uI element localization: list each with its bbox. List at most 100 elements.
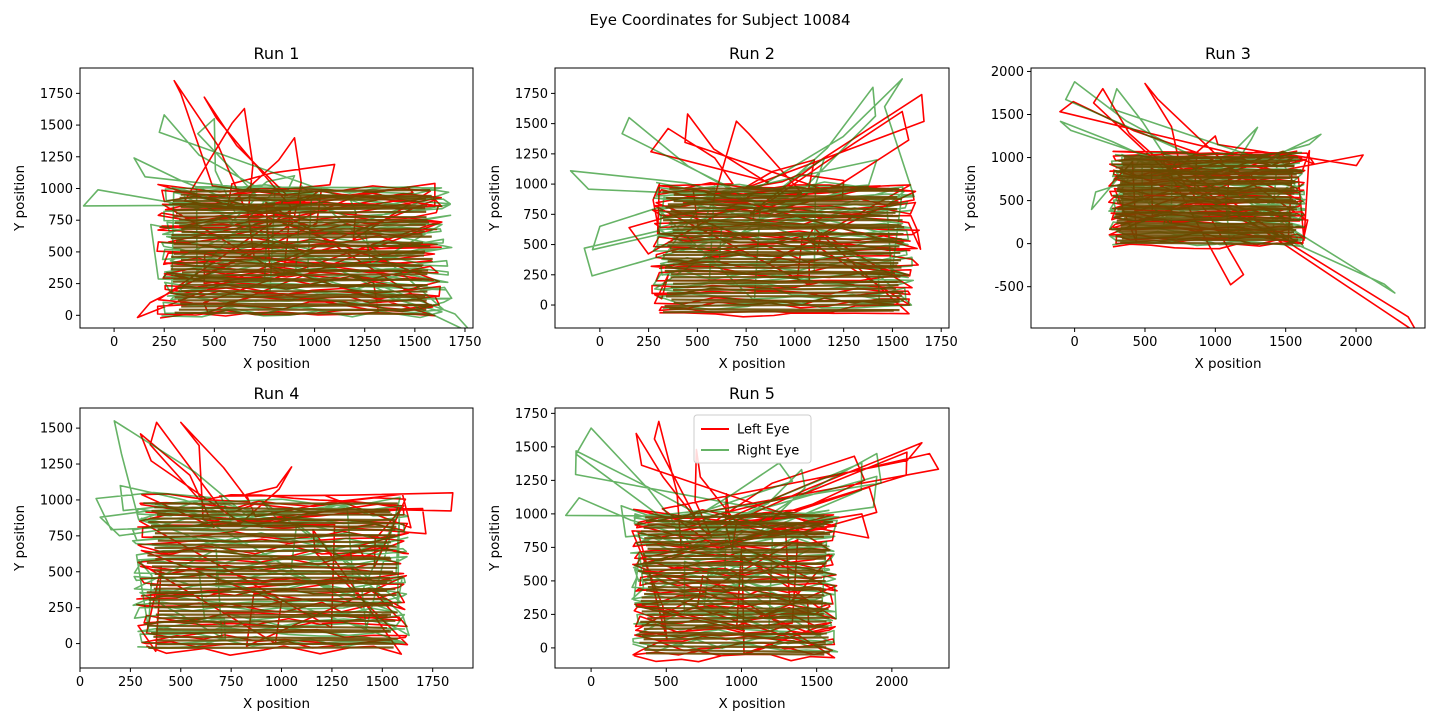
dense-trace-segment [643, 636, 829, 641]
dense-trace-segment [180, 257, 433, 262]
dense-trace-segment [175, 240, 423, 244]
dense-trace-segment [643, 626, 829, 630]
dense-trace-segment [1119, 206, 1291, 211]
panel-run-4: 0 250 500 750 1000 1250 1500 1750 0 250 500 750 1000… [12, 384, 474, 712]
dense-trace-segment [673, 200, 899, 203]
y-axis-label: Y position [487, 165, 503, 232]
plot-area [565, 420, 940, 663]
dense-trace-segment [1119, 182, 1293, 187]
y-tick-label: 750 [48, 214, 73, 229]
x-tick-label: 1250 [348, 335, 381, 350]
dense-trace-segment [640, 530, 825, 534]
dense-trace-segment [645, 652, 825, 656]
x-tick-label: 1000 [298, 335, 331, 350]
x-tick-label: 1500 [366, 675, 399, 690]
y-tick-label: 1750 [515, 407, 548, 422]
y-tick-label: 1500 [40, 422, 73, 437]
x-tick-label: 500 [654, 675, 679, 690]
dense-trace-segment [155, 628, 390, 632]
dense-trace-segment [173, 215, 427, 219]
dense-trace-segment [155, 549, 393, 553]
dense-trace-segment [645, 606, 829, 611]
dense-trace-segment [669, 308, 900, 312]
dense-trace-segment [1115, 170, 1294, 174]
dense-trace-segment [669, 212, 899, 218]
dense-trace-segment [645, 519, 822, 525]
panel-run-2: 0 250 500 750 1000 1250 1500 1750 0 250 500 750 1000… [487, 44, 958, 372]
dense-trace-segment [179, 218, 428, 222]
dense-trace-segment [1117, 186, 1295, 190]
dense-trace-segment [155, 593, 397, 598]
y-tick-label: 1750 [40, 87, 73, 102]
dense-trace-segment [1120, 226, 1291, 230]
dense-trace-segment [148, 597, 387, 601]
dense-trace-segment [154, 532, 388, 537]
axes-frame [554, 407, 950, 669]
plot-area [569, 78, 925, 318]
y-tick-label: 1000 [40, 493, 73, 508]
dense-trace-segment [671, 298, 900, 303]
dense-trace-segment [670, 209, 896, 214]
y-tick-label: 2000 [991, 65, 1024, 80]
dense-trace-segment [647, 613, 824, 617]
dense-trace-segment [151, 543, 397, 548]
x-tick-label: 1500 [876, 335, 909, 350]
y-tick-label: 500 [48, 245, 73, 260]
dense-trace-segment [153, 635, 398, 640]
panel-run-5: 0 500 1000 1500 2000 0 250 500 750 1000 1250 1500 17… [487, 384, 950, 712]
dense-trace-segment [179, 223, 426, 227]
dense-trace-segment [154, 506, 389, 512]
x-tick-label: 0 [587, 675, 595, 690]
dense-trace-segment [663, 257, 902, 262]
dense-trace-segment [641, 540, 823, 545]
y-tick-label: 500 [523, 238, 548, 253]
dense-trace-segment [173, 277, 422, 281]
dense-trace-segment [1120, 223, 1294, 228]
panel-title: Run 1 [254, 44, 300, 63]
right-eye-series-line [95, 420, 410, 649]
dense-trace-segment [181, 230, 425, 234]
dense-trace-segment [154, 604, 390, 609]
dense-trace-segment [646, 588, 827, 592]
x-tick-label: 0 [1070, 335, 1078, 350]
dense-trace-segment [156, 614, 388, 620]
dense-trace-segment [1119, 195, 1292, 199]
axes-frame [554, 67, 950, 329]
x-tick-label: 1500 [1269, 335, 1302, 350]
dense-trace-segment [171, 254, 424, 258]
dense-trace-segment [180, 193, 432, 198]
dense-trace-segment [668, 222, 902, 227]
y-tick-label: 250 [48, 601, 73, 616]
y-tick-label: 1000 [515, 507, 548, 522]
x-tick-label: 1500 [800, 675, 833, 690]
dense-trace-segment [1120, 241, 1293, 245]
dense-trace-segment [667, 260, 899, 265]
dense-trace-segment [644, 648, 830, 654]
x-tick-label: 1750 [448, 335, 481, 350]
dense-trace-segment [669, 187, 900, 191]
dense-trace-segment [647, 616, 830, 620]
dense-trace-segment [146, 589, 388, 594]
dense-trace-segment [146, 561, 398, 566]
dense-trace-segment [671, 272, 896, 276]
x-tick-label: 2000 [1340, 335, 1373, 350]
dense-trace-segment [665, 206, 898, 211]
dense-trace-segment [644, 535, 824, 540]
dense-trace-segment [157, 539, 391, 544]
right-eye-series-line [565, 427, 882, 653]
right-eye-series-line [82, 114, 469, 328]
dense-trace-segment [156, 619, 396, 624]
dense-trace-segment [1120, 197, 1294, 202]
x-tick-label: 1000 [265, 675, 298, 690]
y-tick-label: 1250 [515, 474, 548, 489]
y-tick-label: 250 [523, 268, 548, 283]
dense-trace-segment [1116, 188, 1298, 192]
plot-area [82, 79, 469, 328]
dense-trace-segment [175, 273, 428, 277]
dense-trace-segment [150, 524, 397, 528]
axes-frame [79, 67, 474, 329]
dense-trace-segment [664, 269, 894, 274]
x-axis-label: X position [243, 696, 310, 712]
y-tick-label: 250 [523, 608, 548, 623]
dense-trace-segment [1116, 213, 1297, 218]
